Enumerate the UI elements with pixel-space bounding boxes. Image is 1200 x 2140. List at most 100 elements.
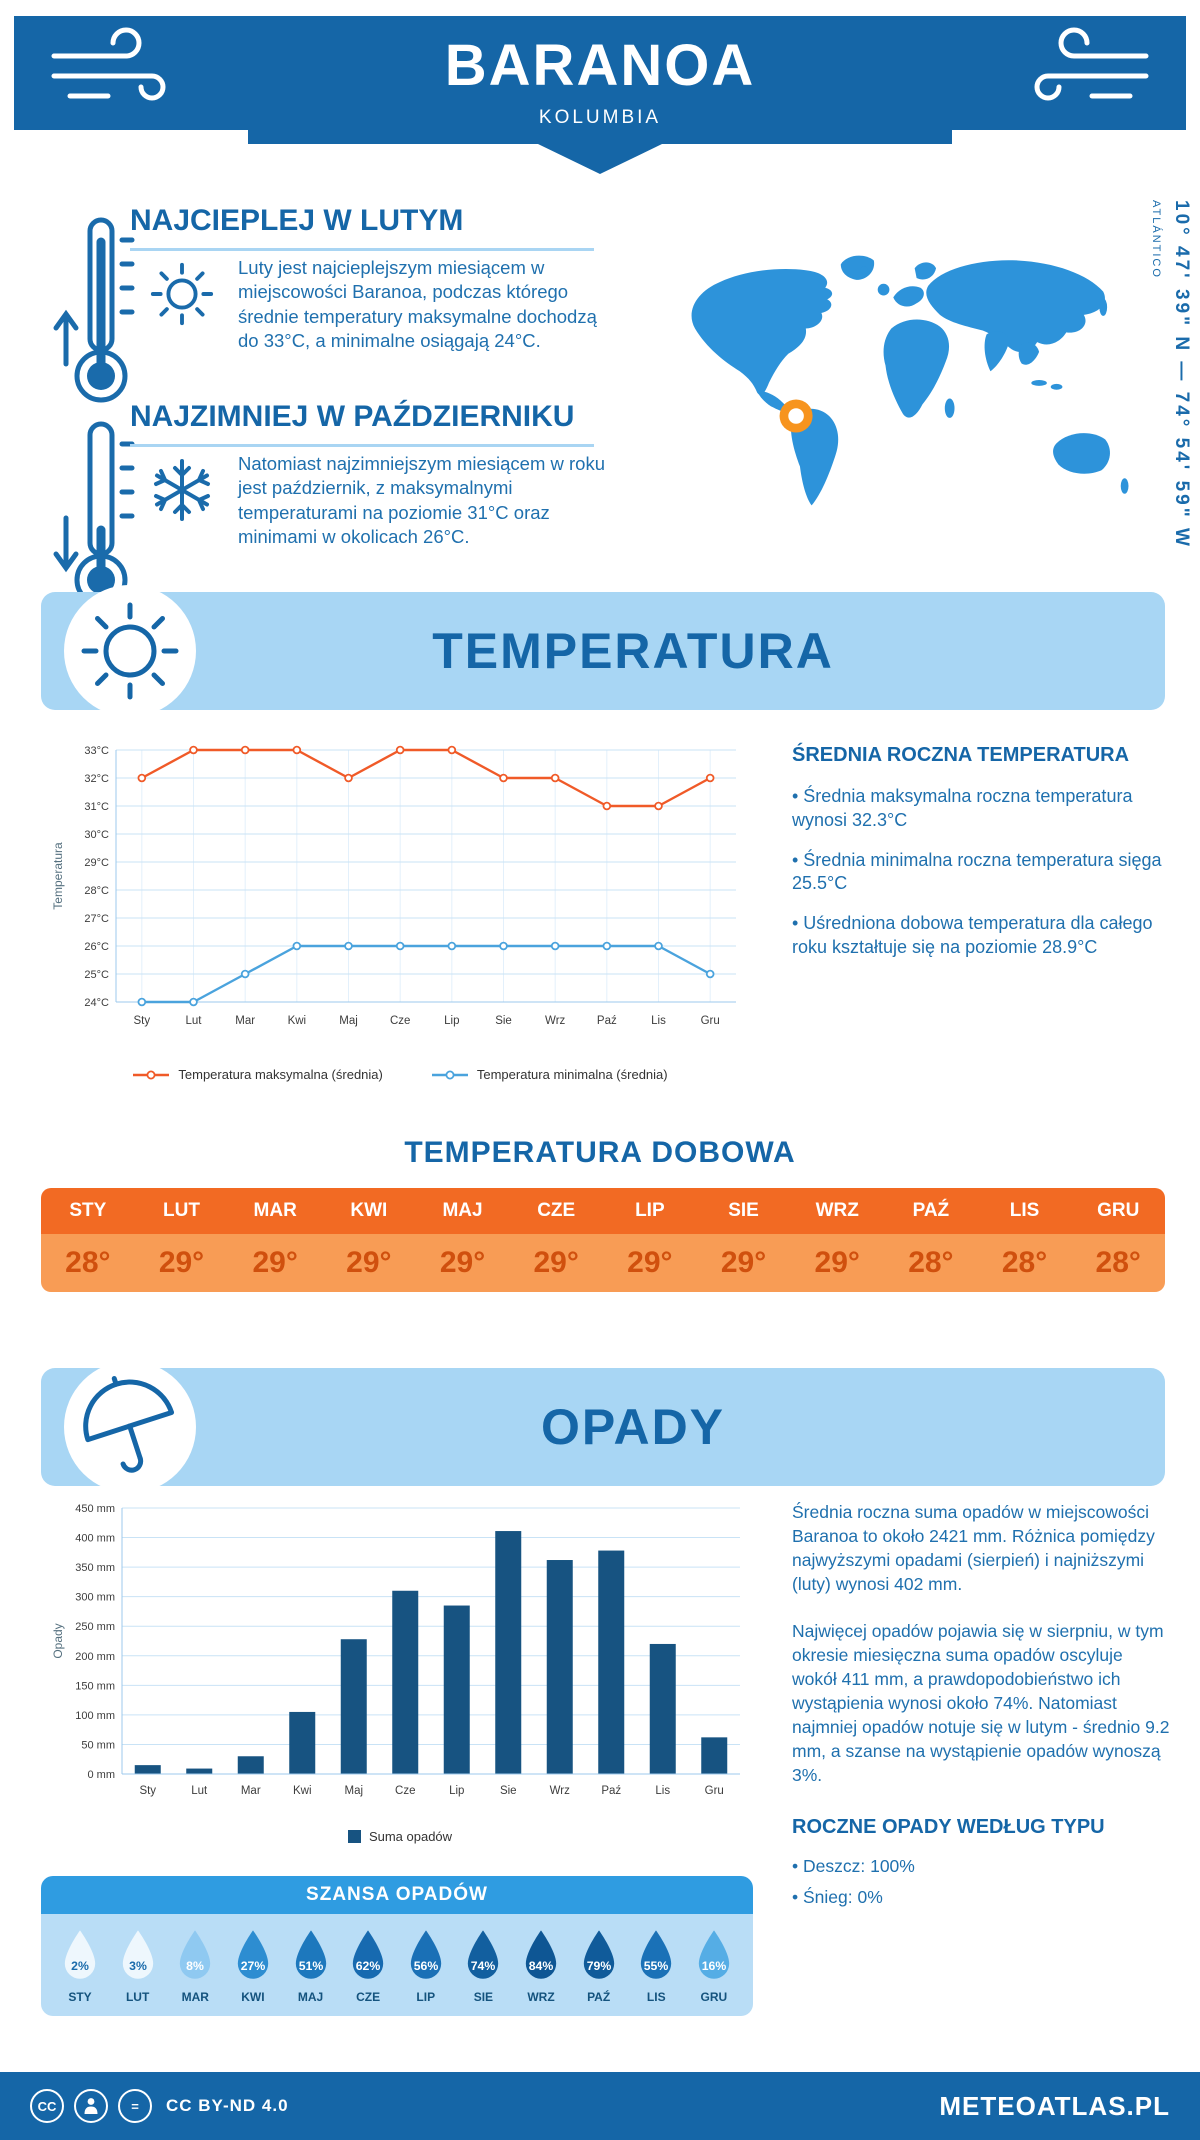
droplet-icon: 56% — [410, 1930, 441, 1979]
sun-banner-icon — [64, 585, 196, 717]
thermometer-down-icon — [53, 421, 135, 607]
svg-text:Cze: Cze — [395, 1785, 415, 1797]
svg-text:Kwi: Kwi — [288, 1015, 307, 1027]
svg-text:250 mm: 250 mm — [75, 1621, 115, 1633]
svg-text:150 mm: 150 mm — [75, 1680, 115, 1692]
droplet-icon: 3% — [122, 1930, 153, 1979]
daily-temp-month: SIE — [728, 1200, 759, 1221]
header-title-box: BARANOA KOLUMBIA — [248, 16, 952, 144]
precip-chance-month: CZE — [356, 1990, 381, 2004]
precipitation-title: OPADY — [540, 1399, 726, 1455]
svg-text:Lis: Lis — [651, 1015, 666, 1027]
legend-item-max: Temperatura maksymalna (średnia) — [132, 1067, 383, 1082]
legend-label-max: Temperatura maksymalna (średnia) — [178, 1067, 383, 1082]
daily-temp-month: CZE — [537, 1200, 576, 1221]
country-subtitle: KOLUMBIA — [538, 107, 662, 128]
precipitation-type-heading: ROCZNE OPADY WEDŁUG TYPU — [792, 1815, 1105, 1838]
svg-text:50 mm: 50 mm — [81, 1739, 115, 1751]
svg-text:29°C: 29°C — [84, 857, 109, 869]
precip-chance-item: 3% LUT — [111, 1928, 165, 2004]
svg-text:24°C: 24°C — [84, 997, 109, 1009]
daily-temp-value: 29° — [346, 1246, 392, 1279]
region-label: ATLÁNTICO — [1150, 200, 1162, 279]
brand-logo: METEOATLAS.PL — [939, 2090, 1170, 2121]
svg-text:62%: 62% — [356, 1959, 381, 1973]
precipitation-paragraph: Średnia roczna suma opadów w miejscowośc… — [792, 1502, 1155, 1595]
precip-chance-month: PAŹ — [587, 1990, 611, 2004]
svg-text:Lut: Lut — [186, 1015, 203, 1027]
cc-icon: CC — [30, 2089, 64, 2123]
svg-text:27%: 27% — [241, 1959, 266, 1973]
svg-text:31°C: 31°C — [84, 801, 109, 813]
svg-text:200 mm: 200 mm — [75, 1651, 115, 1663]
daily-temp-value: 29° — [252, 1246, 298, 1279]
temperature-line-chart-svg: Temperatura 24°C 25°C 26°C 27°C 28°C 29°C 30°C 3… — [50, 734, 750, 1049]
svg-text:79%: 79% — [586, 1959, 611, 1973]
svg-text:26°C: 26°C — [84, 941, 109, 953]
precip-chance-month: STY — [68, 1990, 92, 2004]
daily-temp-value: 28° — [908, 1246, 954, 1279]
precip-chance-month: LIS — [646, 1990, 666, 2004]
svg-text:33°C: 33°C — [84, 745, 109, 757]
svg-text:Mar: Mar — [235, 1015, 255, 1027]
coldest-text: Natomiast najzimniejszym miesiącem w rok… — [238, 453, 606, 548]
precipitation-summary: Średnia roczna suma opadów w miejscowośc… — [792, 1500, 1170, 1917]
precip-chance-item: 74% SIE — [456, 1928, 510, 2004]
daily-temp-month: LIS — [1009, 1200, 1040, 1221]
precip-chance-item: 56% LIP — [399, 1928, 453, 2004]
precip-chance-panel: SZANSA OPADÓW 2% STY 3% LUT 8% MAR 27% KWI 51% MA… — [41, 1876, 753, 2016]
footer-bar: CC = CC BY-ND 4.0 METEOATLAS.PL — [0, 2072, 1200, 2140]
temperature-summary-heading: ŚREDNIA ROCZNA TEMPERATURA — [792, 744, 1130, 766]
wind-icon — [1034, 27, 1149, 101]
precipitation-bar-chart: Opady 0 mm 50 mm 100 mm 150 mm 200 mm 250 mm 30… — [50, 1496, 750, 1844]
location-marker — [779, 399, 813, 433]
droplet-icon: 8% — [180, 1930, 211, 1979]
svg-text:Wrz: Wrz — [545, 1015, 565, 1027]
daily-temp-value: 29° — [814, 1246, 860, 1279]
svg-text:Opady: Opady — [51, 1623, 65, 1658]
precip-chance-droplets: 2% STY 3% LUT 8% MAR 27% KWI 51% MAJ 62% CZE 56% LIP 7… — [41, 1914, 753, 2016]
svg-text:2%: 2% — [71, 1959, 89, 1973]
precip-chance-item: 16% GRU — [687, 1928, 741, 2004]
precipitation-type-bullet: • Śnieg: 0% — [792, 1887, 883, 1908]
svg-text:100 mm: 100 mm — [75, 1710, 115, 1722]
svg-text:Sty: Sty — [134, 1015, 151, 1027]
umbrella-banner-icon — [64, 1361, 196, 1493]
precip-chance-item: 8% MAR — [168, 1928, 222, 2004]
legend-line-max-icon — [133, 1070, 170, 1079]
droplet-icon: 62% — [352, 1930, 384, 1979]
svg-text:Lip: Lip — [449, 1785, 464, 1797]
legend-square-icon — [347, 1830, 361, 1843]
warmest-heading: NAJCIEPLEJ W LUTYM — [130, 204, 594, 251]
svg-text:32°C: 32°C — [84, 773, 109, 785]
temperature-summary: ŚREDNIA ROCZNA TEMPERATURA • Średnia mak… — [792, 744, 1168, 976]
legend-line-min-icon — [431, 1070, 468, 1079]
droplet-icon: 84% — [525, 1930, 557, 1979]
svg-text:Kwi: Kwi — [293, 1785, 312, 1797]
precip-chance-month: WRZ — [527, 1990, 555, 2004]
svg-text:30°C: 30°C — [84, 829, 109, 841]
svg-text:84%: 84% — [529, 1959, 554, 1973]
droplet-icon: 55% — [641, 1930, 672, 1979]
droplet-icon: 2% — [64, 1930, 96, 1979]
snowflake-icon — [154, 459, 210, 521]
svg-text:Temperatura: Temperatura — [51, 842, 65, 910]
temperature-banner: TEMPERATURA — [41, 592, 1165, 710]
precip-chance-item: 2% STY — [53, 1928, 107, 2004]
daily-temp-value: 29° — [627, 1246, 673, 1279]
droplet-icon: 27% — [237, 1930, 269, 1979]
daily-temp-month: MAJ — [442, 1200, 483, 1221]
precip-chance-item: 27% KWI — [226, 1928, 280, 2004]
droplet-icon: 79% — [583, 1930, 614, 1979]
daily-temp-value: 29° — [158, 1246, 205, 1279]
droplet-icon: 51% — [295, 1930, 326, 1979]
attribution-person-icon — [74, 2089, 108, 2123]
temperature-chart-legend: Temperatura maksymalna (średnia) Tempera… — [50, 1067, 750, 1082]
svg-text:Sty: Sty — [139, 1785, 156, 1797]
precip-chance-month: SIE — [473, 1990, 494, 2004]
droplet-icon: 16% — [698, 1930, 730, 1979]
svg-text:Wrz: Wrz — [550, 1785, 570, 1797]
svg-text:55%: 55% — [644, 1959, 669, 1973]
precip-chance-item: 51% MAJ — [284, 1928, 338, 2004]
